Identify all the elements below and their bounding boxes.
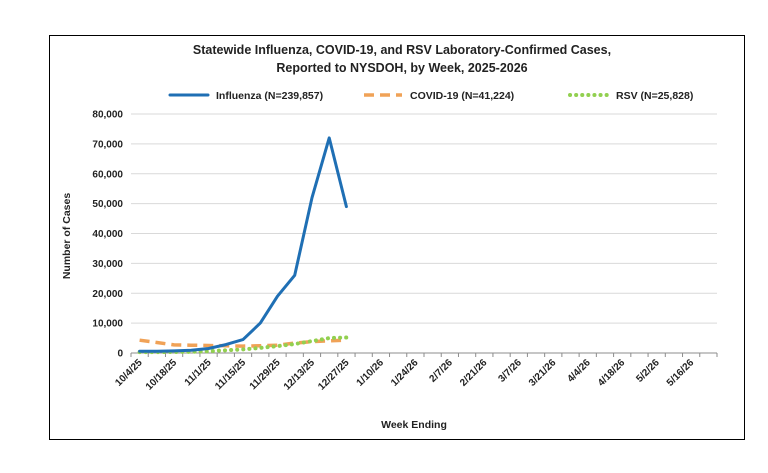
series-line-covid-19 (139, 338, 347, 348)
x-tick-label: 4/18/26 (596, 357, 628, 389)
y-tick-label: 30,000 (92, 259, 123, 270)
x-tick-label: 11/29/25 (248, 357, 283, 392)
y-tick-label: 50,000 (92, 199, 123, 210)
y-axis-label: Number of Cases (61, 193, 73, 280)
x-tick-label: 1/10/26 (355, 357, 387, 389)
x-tick-label: 12/27/25 (316, 357, 352, 393)
y-tick-label: 0 (117, 349, 123, 360)
y-tick-label: 20,000 (92, 289, 123, 300)
chart-title-line-2: Reported to NYSDOH, by Week, 2025-2026 (276, 61, 527, 75)
x-tick-label: 10/18/25 (144, 357, 180, 393)
x-tick-label: 10/4/25 (113, 357, 145, 389)
legend-label: COVID-19 (N=41,224) (410, 90, 514, 102)
x-tick-label: 5/2/26 (634, 357, 662, 385)
chart-frame (49, 35, 745, 440)
x-tick-label: 12/13/25 (282, 357, 318, 393)
x-tick-label: 3/7/26 (496, 357, 524, 385)
x-axis-label: Week Ending (381, 419, 447, 431)
legend: Influenza (N=239,857) COVID-19 (N=41,224)… (168, 90, 693, 102)
gridlines (131, 113, 717, 324)
x-tick-label: 11/1/25 (183, 357, 214, 388)
legend-label: RSV (N=25,828) (616, 90, 693, 102)
x-axis: 10/4/25 10/18/25 11/1/25 11/15/25 11/29/25 12… (113, 352, 718, 393)
x-tick-label: 2/21/26 (458, 357, 490, 389)
chart-title-line-1: Statewide Influenza, COVID-19, and RSV L… (193, 43, 611, 57)
y-tick-label: 10,000 (92, 319, 123, 330)
y-tick-label: 60,000 (92, 169, 123, 180)
series-line-rsv (137, 335, 349, 355)
x-tick-label: 5/16/26 (665, 357, 697, 389)
x-tick-label: 11/15/25 (213, 357, 248, 392)
y-tick-label: 80,000 (92, 110, 123, 121)
series-layer (137, 136, 349, 355)
x-tick-label: 4/4/26 (565, 357, 593, 385)
y-tick-label: 40,000 (92, 229, 123, 240)
x-tick-label: 1/24/26 (389, 357, 421, 389)
x-tick-label: 2/7/26 (428, 357, 456, 385)
series-line-influenza (138, 136, 348, 353)
legend-label: Influenza (N=239,857) (216, 90, 323, 102)
y-tick-label: 70,000 (92, 139, 123, 150)
x-tick-label: 3/21/26 (527, 357, 559, 389)
y-axis: 0 10,000 20,000 30,000 40,000 50,000 60,000 70,… (92, 110, 123, 360)
